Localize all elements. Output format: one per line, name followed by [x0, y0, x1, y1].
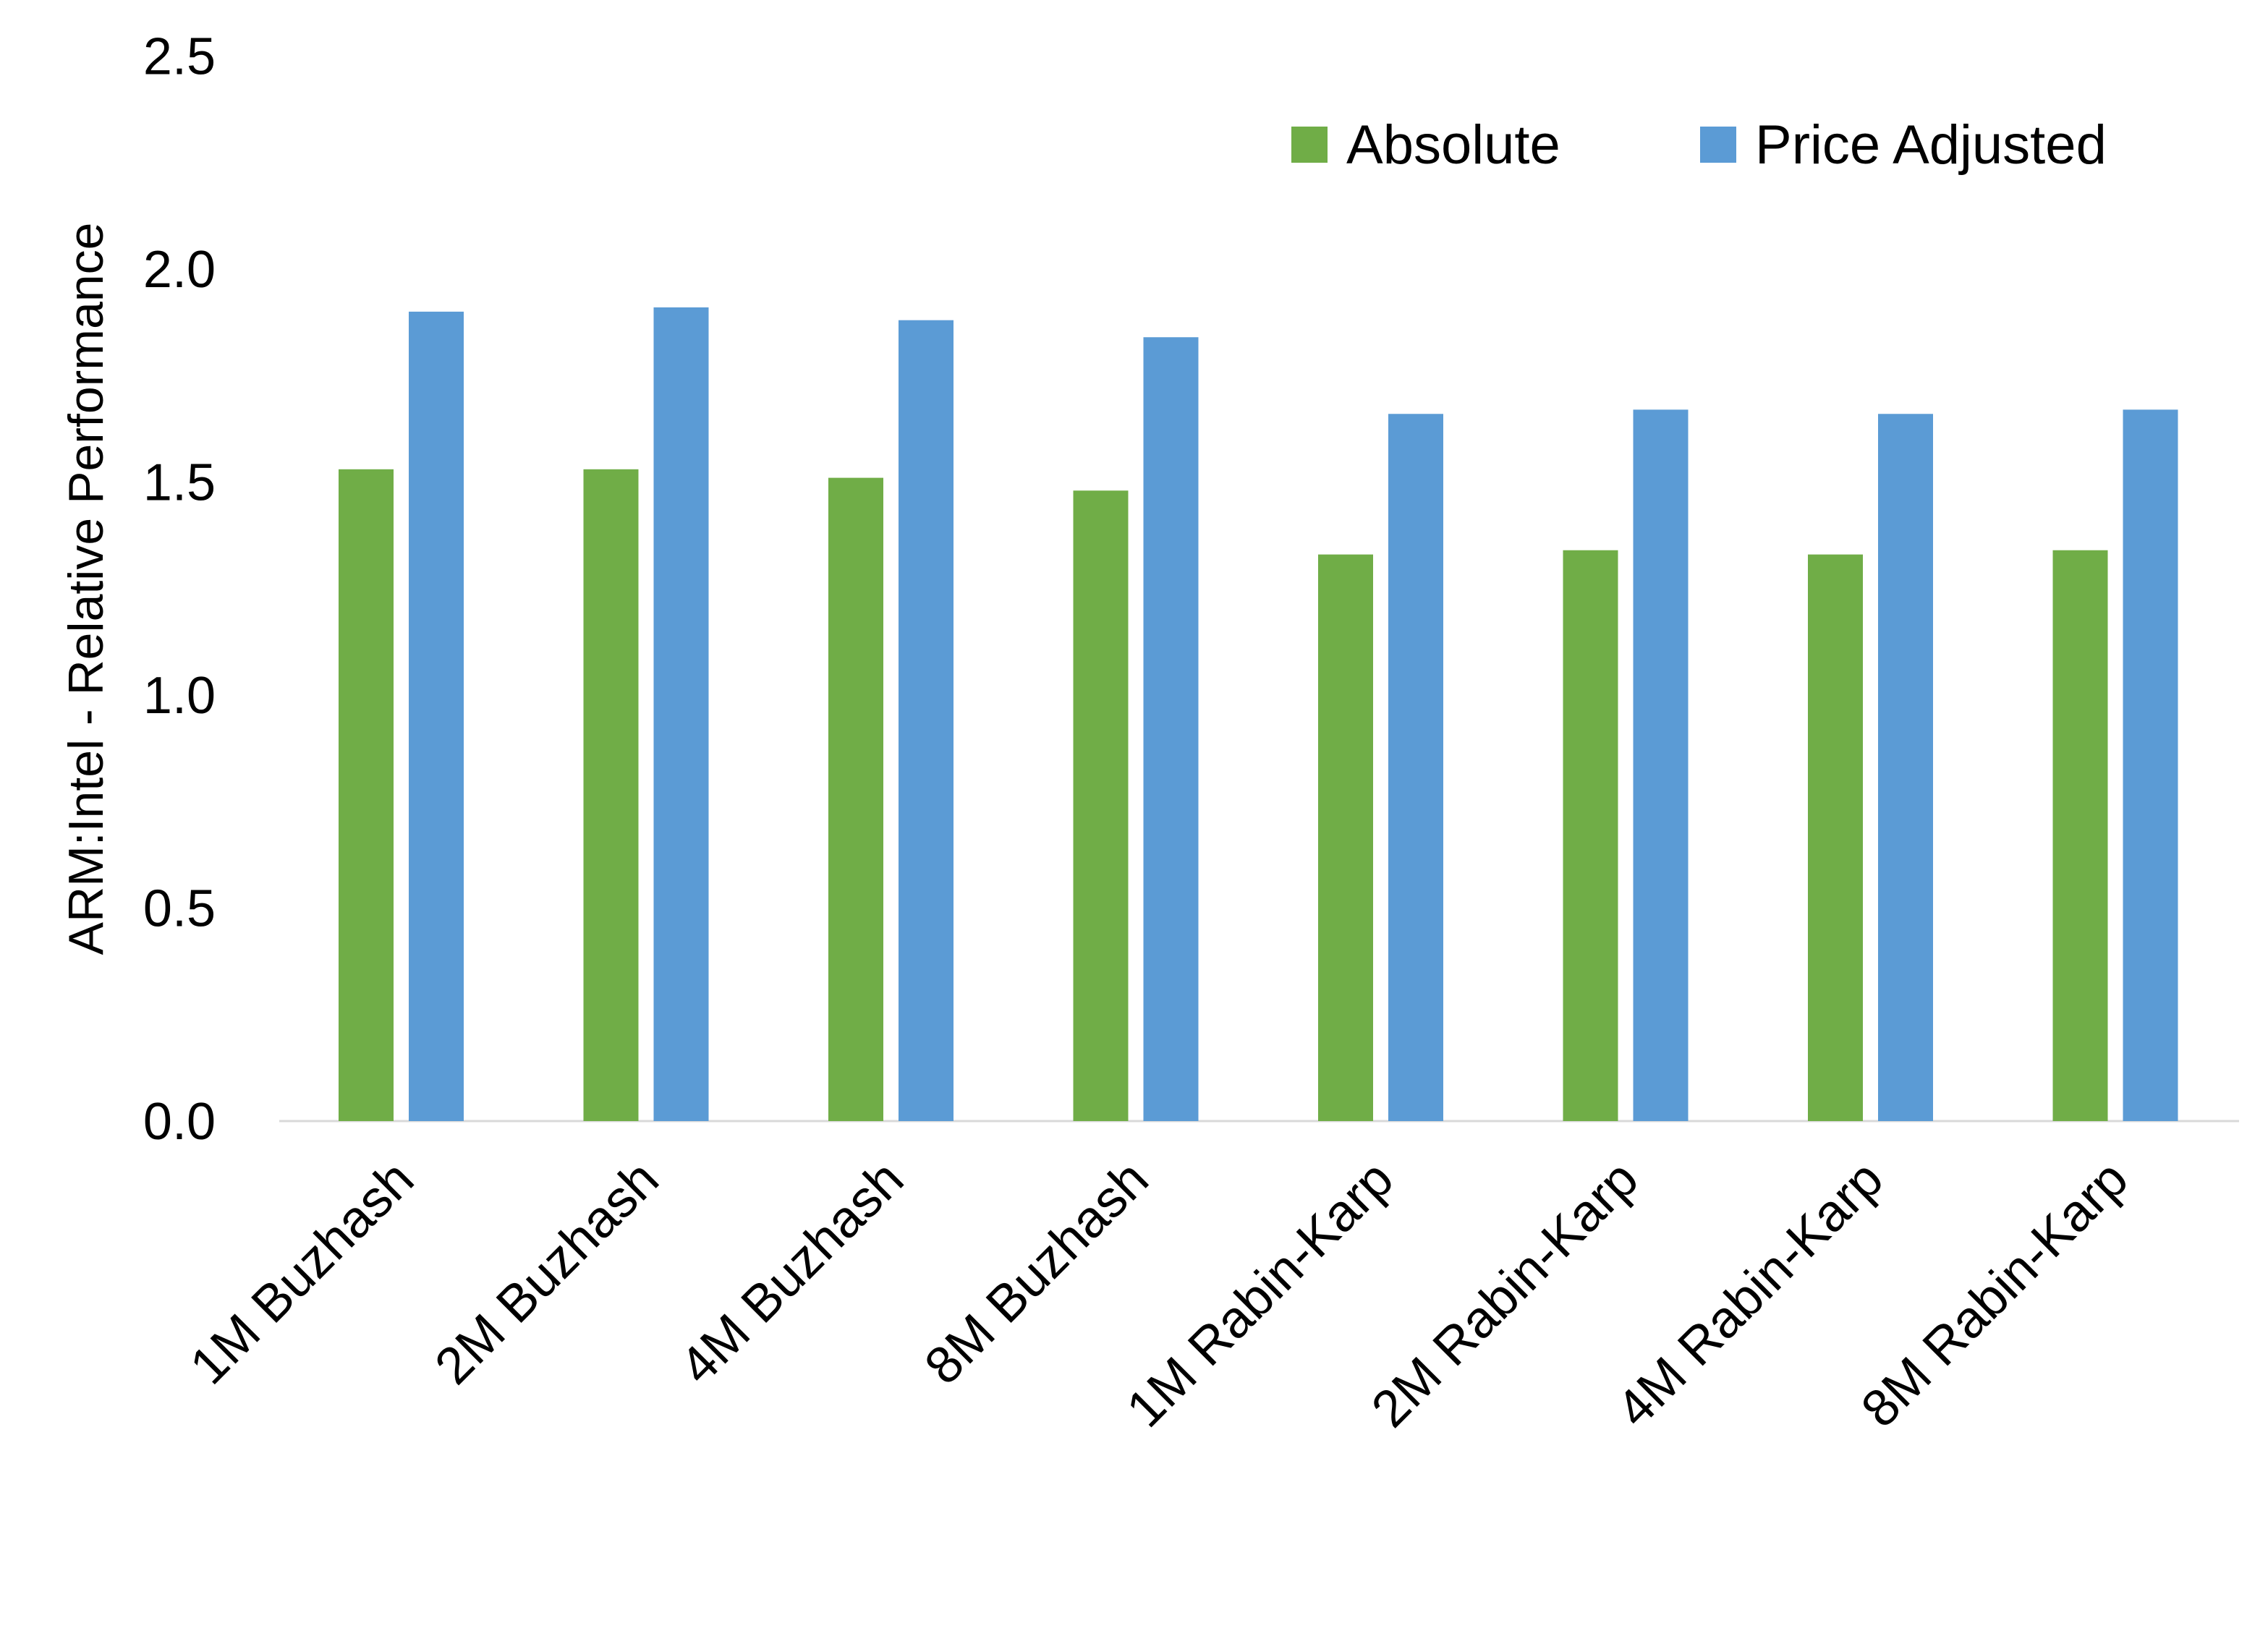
- y-tick-label: 1.0: [143, 667, 216, 725]
- bar-price-adjusted-2: [899, 320, 954, 1122]
- bar-price-adjusted-5: [1633, 409, 1689, 1121]
- legend-swatch-0: [1291, 127, 1328, 163]
- legend: Absolute Price Adjusted: [1291, 114, 2107, 176]
- bar-absolute-2: [828, 477, 883, 1121]
- bar-price-adjusted-7: [2123, 409, 2178, 1121]
- y-tick-label: 2.5: [143, 28, 216, 86]
- legend-label: Absolute: [1346, 114, 1560, 176]
- legend-label: Price Adjusted: [1755, 114, 2107, 176]
- bar-absolute-3: [1073, 490, 1129, 1121]
- x-tick-label: 8M Rabin-Karp: [1851, 1150, 2139, 1439]
- bar-absolute-7: [2052, 550, 2108, 1121]
- bar-absolute-6: [1808, 554, 1863, 1121]
- y-tick-label: 1.5: [143, 454, 216, 512]
- bar-price-adjusted-4: [1388, 414, 1443, 1121]
- y-tick-label: 2.0: [143, 241, 216, 299]
- bar-price-adjusted-6: [1878, 414, 1933, 1121]
- bar-price-adjusted-1: [653, 307, 709, 1121]
- y-tick-label: 0.0: [143, 1093, 216, 1151]
- x-tick-label: 1M Rabin-Karp: [1116, 1150, 1404, 1439]
- legend-swatch-1: [1700, 127, 1736, 163]
- x-tick-label: 4M Buzhash: [669, 1150, 915, 1396]
- bar-absolute-4: [1318, 554, 1373, 1121]
- x-tick-label: 2M Buzhash: [424, 1150, 670, 1396]
- bar-absolute-5: [1563, 550, 1618, 1121]
- bar-price-adjusted-0: [409, 311, 464, 1121]
- x-tick-label: 8M Buzhash: [914, 1150, 1160, 1396]
- bar-price-adjusted-3: [1143, 337, 1199, 1121]
- x-tick-label: 4M Rabin-Karp: [1605, 1150, 1894, 1439]
- x-tick-label: 1M Buzhash: [179, 1150, 425, 1396]
- bar-absolute-1: [583, 469, 639, 1121]
- y-axis-title: ARM:Intel - Relative Performance: [59, 223, 114, 955]
- y-tick-label: 0.5: [143, 880, 216, 938]
- bar-absolute-0: [339, 469, 394, 1121]
- x-tick-label: 2M Rabin-Karp: [1361, 1150, 1649, 1439]
